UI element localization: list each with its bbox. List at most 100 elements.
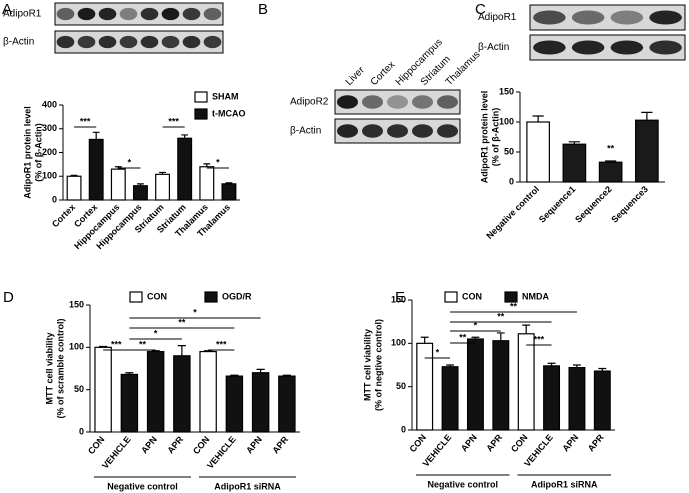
x-tick-label: Sequence1 <box>537 184 578 225</box>
error-bar <box>203 163 211 167</box>
panel-letter: B <box>258 1 268 18</box>
legend-swatch <box>194 91 208 103</box>
bar <box>526 121 550 183</box>
legend-label: OGD/R <box>222 291 252 301</box>
x-tick-label: Cortex <box>50 202 77 229</box>
legend-label: CON <box>147 291 167 301</box>
bar <box>492 340 510 431</box>
panel-letter: D <box>3 289 14 306</box>
y-tick-label: 100 <box>499 116 514 126</box>
bar <box>155 173 171 201</box>
significance-label: ** <box>459 332 467 342</box>
bar <box>225 375 244 433</box>
error-bar <box>573 364 581 368</box>
bar <box>593 370 611 431</box>
legend-swatch <box>504 291 518 303</box>
blot-row-label: β-Actin <box>3 37 34 48</box>
blot-band <box>571 10 605 25</box>
bar <box>199 350 217 433</box>
error-bar <box>137 183 144 186</box>
error-bar <box>159 171 166 175</box>
blot-row <box>54 2 224 26</box>
blot-row-label: AdipoR1 <box>3 9 42 20</box>
y-axis-label: AdipoR1 protein level <box>22 106 32 199</box>
x-tick-label: APN <box>139 434 159 455</box>
legend-swatch <box>204 291 218 303</box>
blot-row <box>54 30 224 54</box>
blot-band <box>362 95 383 109</box>
x-tick-label: APN <box>459 432 479 453</box>
blot-band <box>56 7 75 21</box>
blot-band <box>571 40 605 55</box>
significance-label: *** <box>80 116 91 126</box>
blot-band <box>412 95 433 109</box>
y-axis-label: AdipoR1 protein level <box>479 91 489 184</box>
y-tick-label: 50 <box>396 381 406 391</box>
bar <box>598 161 623 183</box>
panel-letter: C <box>475 1 486 18</box>
significance-label: * <box>474 320 478 330</box>
bar <box>543 365 561 431</box>
bar <box>251 372 270 433</box>
significance-label: * <box>436 347 440 357</box>
y-axis-label: (% of negtive control) <box>373 319 383 411</box>
bar <box>66 175 82 201</box>
blot-band <box>161 7 180 21</box>
blot-row-label: AdipoR2 <box>290 97 329 108</box>
legend-label: CON <box>462 291 482 301</box>
error-bar <box>99 345 108 348</box>
group-label: AdipoR1 siRNA <box>214 481 281 491</box>
bar <box>132 185 148 201</box>
blot-band <box>98 7 117 21</box>
y-axis-label: (% of β-Actin) <box>490 108 500 166</box>
bar <box>635 119 659 183</box>
blot-row-label: β-Actin <box>290 126 321 137</box>
blot-band <box>649 10 682 25</box>
significance-label: *** <box>168 116 179 126</box>
significance-label: *** <box>111 339 122 349</box>
y-tick-label: 150 <box>499 86 514 96</box>
legend-swatch <box>444 291 458 303</box>
blot-band <box>77 7 96 21</box>
x-tick-label: CON <box>191 434 212 456</box>
blot-band <box>203 7 222 21</box>
blot-band <box>362 124 383 138</box>
blot-band <box>119 7 138 21</box>
bar <box>562 143 587 183</box>
lane-label: Liver <box>344 64 368 88</box>
y-tick-label: 100 <box>42 171 57 181</box>
blot-band <box>182 7 201 21</box>
bar <box>146 350 165 433</box>
blot-band <box>98 35 117 49</box>
y-tick-label: 150 <box>69 299 84 309</box>
error-bar <box>547 362 556 366</box>
x-tick-label: APR <box>165 434 185 455</box>
significance-label: * <box>128 157 132 167</box>
group-label: AdipoR1 siRNA <box>531 479 598 489</box>
significance-label: ** <box>178 317 186 327</box>
blot-band <box>337 95 358 109</box>
y-tick-label: 100 <box>69 342 84 352</box>
bar <box>120 373 139 433</box>
group-label: Negative control <box>427 479 498 489</box>
group-label: Negative control <box>107 481 178 491</box>
bar <box>416 342 434 431</box>
bar <box>110 168 126 201</box>
y-tick-label: 300 <box>42 123 57 133</box>
bar <box>278 375 296 433</box>
y-axis-label: (% of scramble control) <box>55 318 65 418</box>
blot-band <box>337 124 358 138</box>
y-axis-label: MTT cell viability <box>362 329 372 401</box>
x-tick-label: CON <box>509 432 530 454</box>
significance-label: ** <box>497 311 505 321</box>
panel-letter: E <box>395 289 405 306</box>
blot-band <box>56 35 75 49</box>
x-tick-label: Sequence3 <box>609 184 650 225</box>
blot-band <box>140 35 159 49</box>
blot-band <box>437 124 458 138</box>
significance-label: * <box>154 328 158 338</box>
significance-label: *** <box>216 339 227 349</box>
blot-band <box>387 124 408 138</box>
y-axis-label: MTT cell viability <box>44 332 54 404</box>
